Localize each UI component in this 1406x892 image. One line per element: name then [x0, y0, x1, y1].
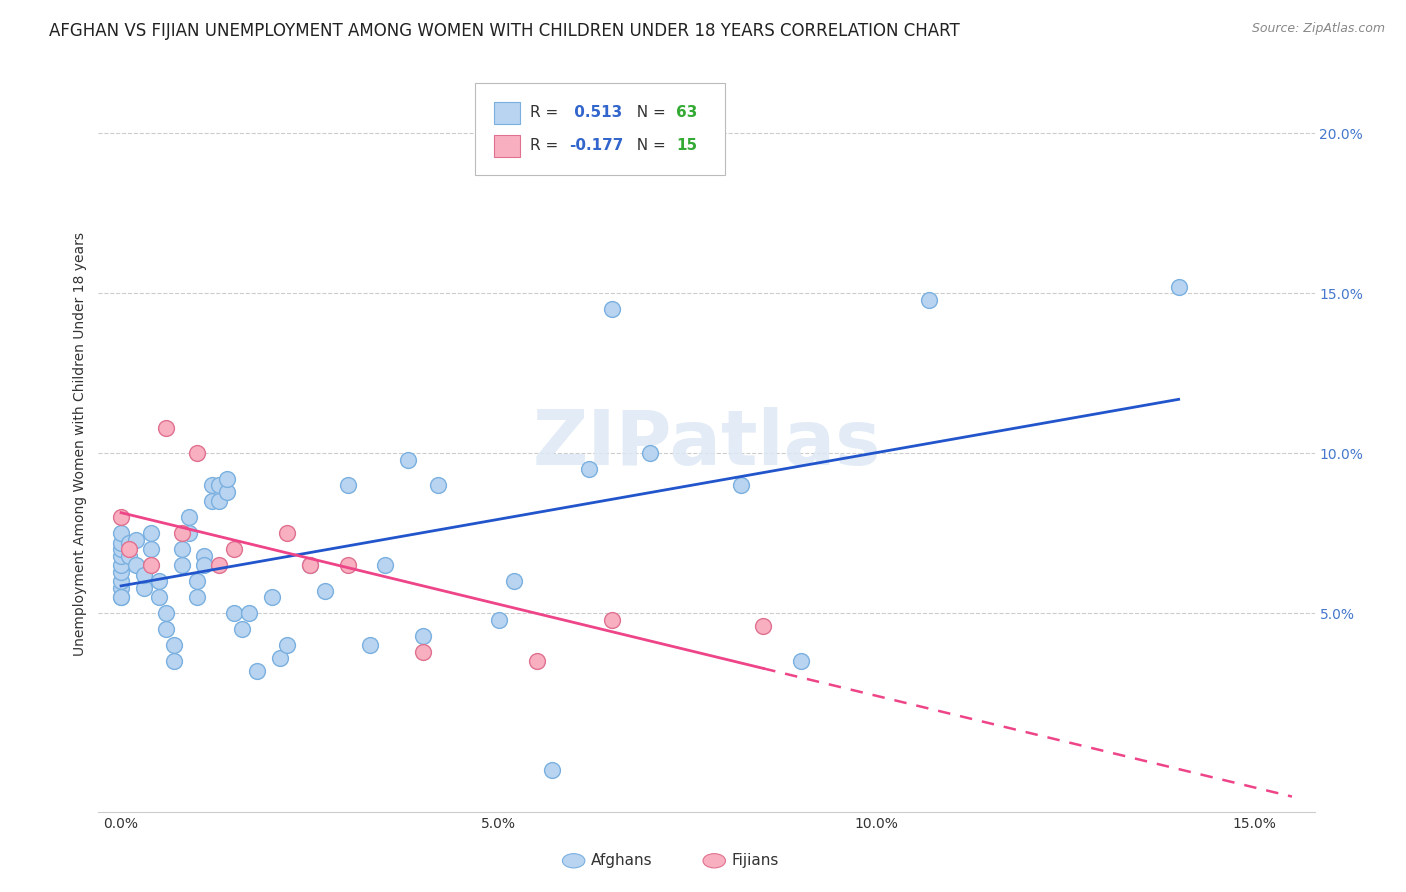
Point	[148, 591, 170, 605]
Point	[215, 484, 238, 499]
Point	[262, 591, 284, 605]
Point	[600, 302, 623, 317]
Y-axis label: Unemployment Among Women with Children Under 18 years: Unemployment Among Women with Children U…	[73, 232, 87, 656]
FancyBboxPatch shape	[475, 83, 724, 175]
Point	[314, 583, 336, 598]
Point	[110, 542, 132, 557]
Point	[238, 607, 260, 621]
Point	[502, 574, 524, 589]
FancyBboxPatch shape	[494, 135, 520, 157]
Text: R =: R =	[530, 138, 564, 153]
Point	[540, 763, 562, 777]
Point	[186, 591, 208, 605]
Point	[110, 549, 132, 563]
Point	[730, 478, 752, 492]
Point	[638, 446, 661, 460]
Point	[412, 629, 434, 643]
Point	[374, 558, 396, 573]
Text: N =: N =	[627, 105, 671, 120]
Point	[412, 645, 434, 659]
Point	[117, 542, 139, 557]
Text: AFGHAN VS FIJIAN UNEMPLOYMENT AMONG WOMEN WITH CHILDREN UNDER 18 YEARS CORRELATI: AFGHAN VS FIJIAN UNEMPLOYMENT AMONG WOME…	[49, 22, 960, 40]
Text: Source: ZipAtlas.com: Source: ZipAtlas.com	[1251, 22, 1385, 36]
Point	[224, 542, 246, 557]
Point	[163, 638, 186, 652]
Point	[110, 591, 132, 605]
Point	[336, 478, 359, 492]
Point	[125, 558, 148, 573]
Point	[790, 654, 813, 668]
Point	[117, 536, 139, 550]
Text: 15: 15	[676, 138, 697, 153]
Point	[110, 581, 132, 595]
Point	[148, 574, 170, 589]
Point	[918, 293, 941, 307]
Point	[215, 472, 238, 486]
Point	[163, 654, 186, 668]
Point	[155, 607, 177, 621]
Point	[269, 651, 291, 665]
Text: ZIPatlas: ZIPatlas	[533, 407, 880, 481]
Point	[208, 494, 231, 508]
Point	[752, 619, 775, 633]
Point	[125, 533, 148, 547]
Point	[132, 581, 155, 595]
Point	[155, 421, 177, 435]
Point	[600, 613, 623, 627]
Point	[359, 638, 381, 652]
Point	[224, 607, 246, 621]
Point	[155, 623, 177, 637]
Point	[170, 558, 193, 573]
Point	[177, 526, 200, 541]
Point	[170, 526, 193, 541]
Point	[201, 478, 224, 492]
Text: Fijians: Fijians	[731, 854, 779, 868]
Point	[141, 558, 163, 573]
Point	[141, 542, 163, 557]
FancyBboxPatch shape	[494, 102, 520, 124]
Point	[208, 558, 231, 573]
Point	[208, 478, 231, 492]
Point	[396, 452, 419, 467]
Point	[110, 510, 132, 524]
Text: R =: R =	[530, 105, 564, 120]
Text: 0.513: 0.513	[569, 105, 623, 120]
Point	[110, 574, 132, 589]
Point	[526, 654, 548, 668]
Text: 63: 63	[676, 105, 697, 120]
Point	[298, 558, 321, 573]
Point	[231, 623, 253, 637]
Point	[276, 638, 298, 652]
Text: Afghans: Afghans	[591, 854, 652, 868]
Point	[141, 526, 163, 541]
Text: N =: N =	[627, 138, 671, 153]
Point	[1167, 280, 1189, 294]
Point	[246, 664, 269, 678]
Point	[110, 536, 132, 550]
Point	[186, 574, 208, 589]
Point	[488, 613, 510, 627]
Point	[110, 526, 132, 541]
Point	[117, 549, 139, 563]
Point	[110, 591, 132, 605]
Point	[276, 526, 298, 541]
Point	[193, 549, 215, 563]
Point	[170, 542, 193, 557]
Point	[298, 558, 321, 573]
Point	[186, 446, 208, 460]
Point	[110, 558, 132, 573]
Point	[578, 462, 600, 476]
Text: -0.177: -0.177	[569, 138, 623, 153]
Point	[132, 568, 155, 582]
Point	[177, 510, 200, 524]
Point	[110, 565, 132, 579]
Point	[193, 558, 215, 573]
Point	[336, 558, 359, 573]
Point	[201, 494, 224, 508]
Point	[427, 478, 450, 492]
